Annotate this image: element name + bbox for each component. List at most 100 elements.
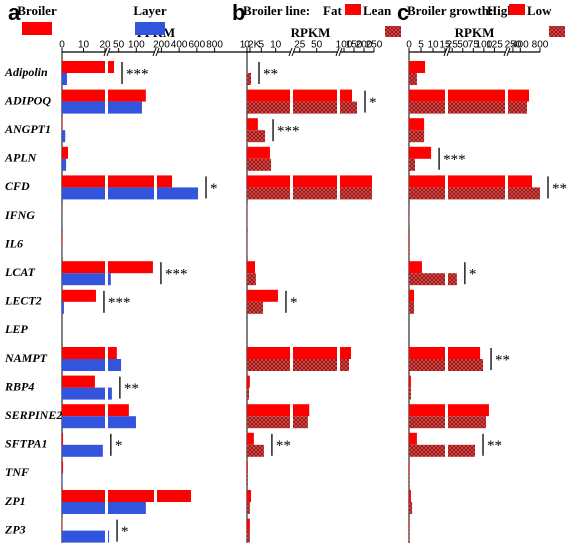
bar-break bbox=[337, 89, 340, 102]
bar bbox=[247, 473, 248, 486]
x-tick-label: 250 bbox=[505, 40, 522, 51]
bar bbox=[247, 347, 351, 359]
bar-break bbox=[445, 187, 448, 200]
legend-title: Broiler growth: bbox=[407, 3, 493, 18]
bar-break bbox=[445, 347, 448, 359]
bar-break bbox=[105, 404, 108, 417]
x-tick-label: 50 bbox=[311, 40, 323, 51]
x-tick-label: 800 bbox=[532, 40, 549, 51]
significance-label: * bbox=[469, 267, 477, 283]
bar-break bbox=[105, 175, 108, 188]
legend-swatch bbox=[549, 26, 565, 37]
bar bbox=[409, 502, 413, 514]
x-tick-label: 1.2K bbox=[240, 40, 261, 51]
bar bbox=[247, 101, 357, 114]
bar bbox=[62, 444, 103, 457]
category-label: NAMPT bbox=[4, 351, 48, 365]
bar bbox=[247, 261, 256, 274]
bar bbox=[62, 61, 115, 73]
axis-break bbox=[291, 47, 296, 57]
bar-break bbox=[505, 175, 508, 188]
bar bbox=[247, 273, 256, 286]
bar-break bbox=[445, 404, 448, 417]
bar bbox=[62, 146, 69, 159]
x-tick-label: 50 bbox=[113, 40, 125, 51]
bar-break bbox=[290, 416, 293, 429]
axis-break bbox=[106, 47, 111, 57]
axis-break bbox=[506, 47, 511, 57]
bar-break bbox=[290, 175, 293, 188]
x-tick-label: 25 bbox=[294, 40, 306, 51]
bar-break bbox=[290, 347, 293, 359]
x-tick-label: 0 bbox=[244, 40, 250, 51]
bar bbox=[62, 301, 64, 314]
bar bbox=[62, 273, 111, 286]
x-tick-label: 100 bbox=[476, 40, 493, 51]
category-label: Adipolin bbox=[4, 65, 48, 79]
x-tick-label: 5 bbox=[418, 40, 424, 51]
bar bbox=[62, 530, 110, 543]
bar-break bbox=[290, 101, 293, 114]
bar-break bbox=[105, 187, 108, 200]
axis-break bbox=[152, 47, 157, 57]
x-tick-label: 400 bbox=[512, 40, 529, 51]
category-label: RBP4 bbox=[4, 379, 34, 393]
bar-break bbox=[105, 273, 108, 286]
bar bbox=[409, 187, 540, 200]
bar bbox=[62, 502, 146, 514]
bar bbox=[409, 461, 410, 474]
bar-break bbox=[337, 101, 340, 114]
bar bbox=[409, 101, 528, 114]
x-tick-label: 20 bbox=[99, 40, 111, 51]
bar bbox=[409, 73, 417, 85]
bar bbox=[409, 261, 422, 274]
bar bbox=[409, 375, 411, 388]
bar bbox=[409, 273, 457, 286]
x-tick-label: 150 bbox=[346, 40, 363, 51]
bar bbox=[62, 404, 129, 417]
bar bbox=[409, 232, 410, 245]
bar bbox=[409, 61, 426, 73]
significance-label: ** bbox=[495, 352, 510, 368]
bar bbox=[62, 175, 173, 188]
significance-label: ** bbox=[124, 381, 139, 397]
bar bbox=[62, 232, 63, 245]
bar bbox=[409, 530, 410, 543]
legend-swatch bbox=[345, 4, 361, 15]
bar bbox=[62, 432, 64, 445]
panel-letter: a bbox=[8, 0, 21, 25]
significance-label: *** bbox=[165, 267, 188, 283]
bar bbox=[62, 490, 192, 502]
bar bbox=[62, 461, 64, 474]
axis-break bbox=[446, 47, 451, 57]
bar bbox=[247, 404, 310, 417]
bar bbox=[62, 359, 122, 371]
axis-break bbox=[338, 47, 343, 57]
bar-break bbox=[105, 101, 108, 114]
bar-break bbox=[105, 502, 108, 514]
x-tick-label: 15 bbox=[439, 40, 451, 51]
bar bbox=[409, 301, 415, 314]
bar bbox=[62, 387, 112, 400]
legend-label: Fat bbox=[323, 3, 342, 18]
x-tick-label: 400 bbox=[171, 40, 188, 51]
bar bbox=[247, 490, 252, 502]
x-tick-label: 0 bbox=[59, 40, 65, 51]
bar bbox=[62, 73, 67, 85]
bar bbox=[62, 347, 117, 359]
bar-break bbox=[505, 101, 508, 114]
bar-break bbox=[445, 416, 448, 429]
significance-label: *** bbox=[277, 124, 300, 140]
category-label: ADIPOQ bbox=[4, 93, 51, 107]
bar-break bbox=[445, 89, 448, 102]
bar-break bbox=[105, 490, 108, 502]
x-tick-label: 25 bbox=[447, 40, 459, 51]
bar bbox=[247, 187, 372, 200]
x-tick-label: 100 bbox=[336, 40, 353, 51]
bar bbox=[409, 432, 417, 445]
x-tick-label: 5 bbox=[259, 40, 265, 51]
bar bbox=[409, 146, 432, 159]
category-label: IFNG bbox=[4, 208, 35, 222]
axis-break bbox=[335, 47, 340, 57]
bar-break bbox=[337, 359, 340, 371]
